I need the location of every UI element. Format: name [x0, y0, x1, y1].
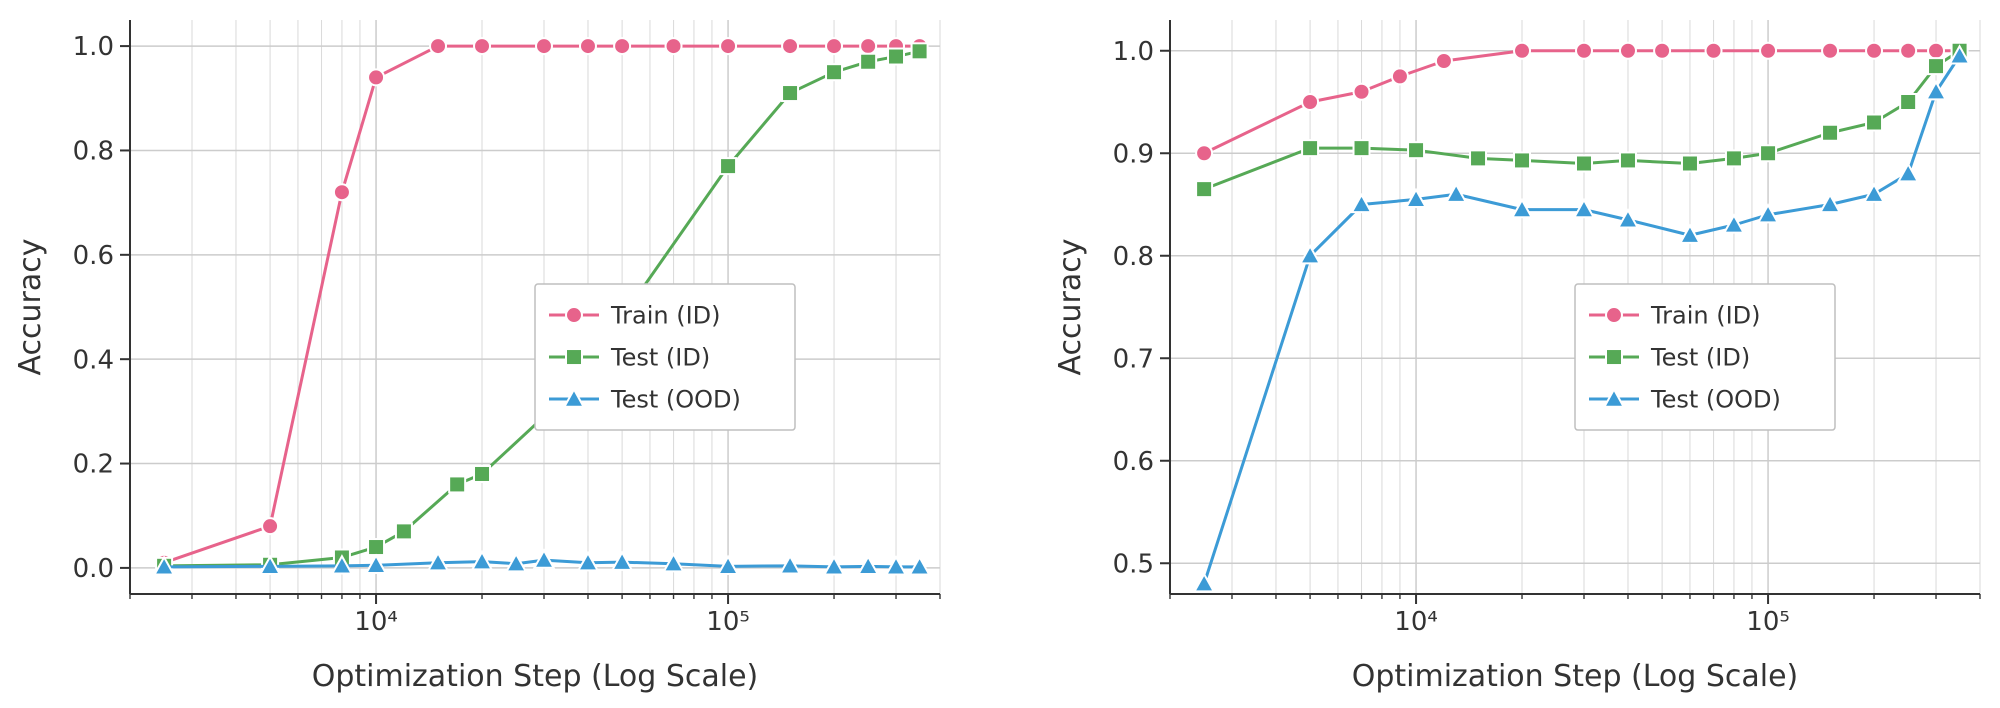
ytick-label: 0.7 — [1113, 344, 1154, 374]
y-axis-label: Accuracy — [13, 239, 48, 376]
xtick-label: 10⁵ — [706, 607, 750, 637]
xtick-label: 10⁴ — [354, 607, 398, 637]
ytick-label: 0.4 — [73, 345, 114, 375]
chart-panel-right: 10⁴ 10⁵ 0.5 0.6 0.7 0.8 0.9 1.0 Optimization Ste… — [1040, 0, 2000, 704]
ytick-label: 1.0 — [1113, 37, 1154, 67]
ytick-label: 0.5 — [1113, 549, 1154, 579]
legend-label-train: Train (ID) — [610, 301, 721, 329]
ytick-label: 0.9 — [1113, 139, 1154, 169]
ytick-label: 1.0 — [73, 32, 114, 62]
legend-label-train: Train (ID) — [1650, 301, 1761, 329]
x-axis-label: Optimization Step (Log Scale) — [312, 659, 759, 694]
ytick-label: 0.6 — [73, 241, 114, 271]
ytick-label: 0.2 — [73, 450, 114, 480]
ytick-label: 0.6 — [1113, 447, 1154, 477]
chart-pair: 10⁴ 10⁵ 0.0 0.2 0.4 0.6 0.8 1.0 Optimization Ste… — [0, 0, 2000, 704]
legend-label-ood: Test (OOD) — [610, 385, 741, 413]
xtick-label: 10⁵ — [1746, 607, 1790, 637]
x-axis-label: Optimization Step (Log Scale) — [1352, 659, 1799, 694]
legend: Train (ID) Test (ID) Test (OOD) — [1575, 284, 1835, 430]
y-axis-label: Accuracy — [1053, 239, 1088, 376]
ytick-label: 0.0 — [73, 554, 114, 584]
legend-label-test: Test (ID) — [610, 343, 710, 371]
chart-panel-left: 10⁴ 10⁵ 0.0 0.2 0.4 0.6 0.8 1.0 Optimization Ste… — [0, 0, 960, 704]
legend-label-ood: Test (OOD) — [1650, 385, 1781, 413]
legend-label-test: Test (ID) — [1650, 343, 1750, 371]
xtick-label: 10⁴ — [1394, 607, 1438, 637]
ytick-label: 0.8 — [73, 137, 114, 167]
legend: Train (ID) Test (ID) Test (OOD) — [535, 284, 795, 430]
ytick-label: 0.8 — [1113, 242, 1154, 272]
